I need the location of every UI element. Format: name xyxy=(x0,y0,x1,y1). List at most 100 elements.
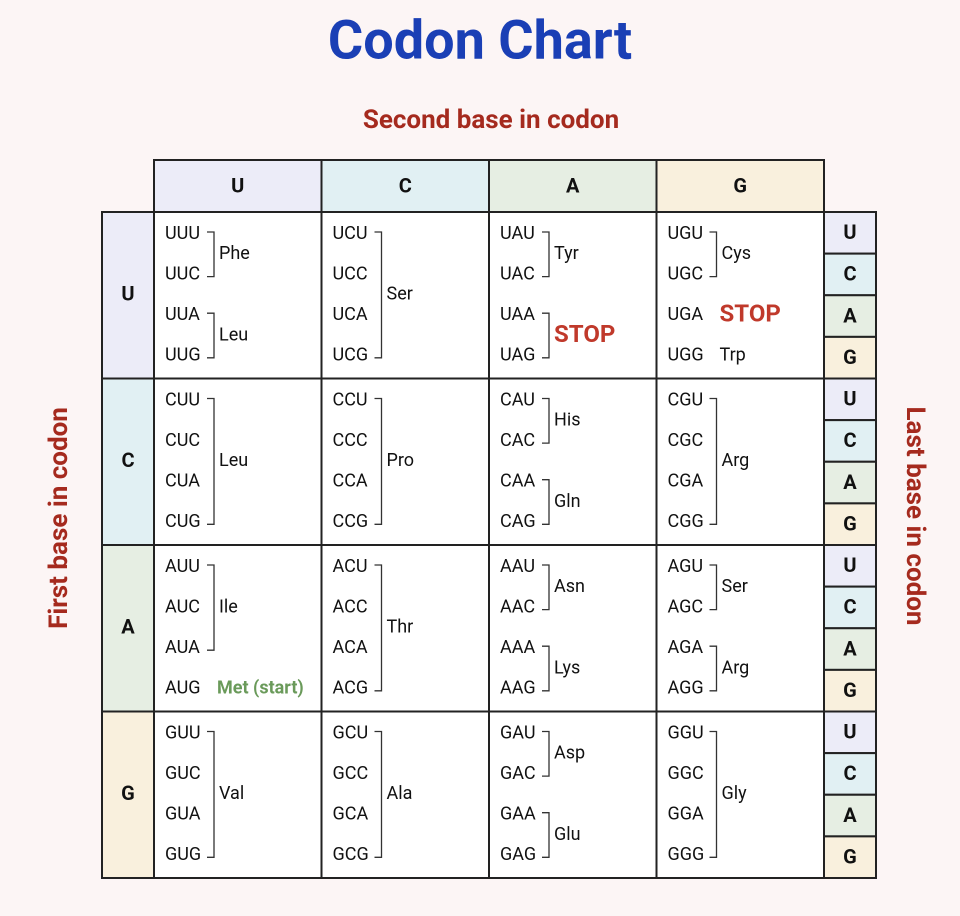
codon-cell xyxy=(320,377,490,546)
amino-acid: STOP xyxy=(554,320,615,348)
amino-acid: Pro xyxy=(387,450,415,471)
amino-acid: STOP xyxy=(720,300,781,328)
codon: UCC xyxy=(333,263,368,284)
third-base-cell xyxy=(823,544,877,588)
third-base: G xyxy=(843,345,857,369)
third-base: G xyxy=(843,844,857,868)
codon: ACU xyxy=(333,556,368,577)
codon: GCG xyxy=(333,844,369,865)
codon: UAG xyxy=(500,345,535,366)
amino-acid: Phe xyxy=(219,243,250,264)
codon: AUU xyxy=(165,556,200,577)
bracket xyxy=(207,730,215,858)
codon-cell xyxy=(488,710,658,879)
codon: GUC xyxy=(165,763,201,784)
amino-acid: Thr xyxy=(387,617,414,638)
column-header xyxy=(655,159,825,213)
bracket xyxy=(207,564,215,651)
column-header xyxy=(153,159,323,213)
bracket xyxy=(709,645,718,692)
amino-acid: Leu xyxy=(219,324,248,345)
codon: CAU xyxy=(500,389,535,410)
third-base: U xyxy=(843,720,856,744)
row-base: A xyxy=(121,615,135,639)
codon-cell xyxy=(320,544,490,713)
codon: AAA xyxy=(500,637,535,658)
bracket xyxy=(374,231,383,359)
codon: UGU xyxy=(668,223,704,244)
codon: GGG xyxy=(668,844,705,865)
codon: CGC xyxy=(668,430,704,451)
codon: UAU xyxy=(500,223,535,244)
third-base: U xyxy=(843,220,856,244)
codon: AUA xyxy=(165,637,200,658)
amino-acid: Leu xyxy=(219,450,248,471)
codon: UUC xyxy=(165,263,200,284)
amino-acid: Arg xyxy=(722,657,750,678)
row-header xyxy=(101,544,155,713)
codon: CUU xyxy=(165,389,200,410)
codon: UCG xyxy=(333,345,369,366)
codon-cell xyxy=(320,211,490,380)
codon: AUG xyxy=(165,678,201,699)
bracket xyxy=(709,564,718,611)
row-base: U xyxy=(121,282,134,306)
amino-acid: Gln xyxy=(554,491,581,512)
third-base: A xyxy=(843,636,857,660)
row-base: C xyxy=(121,448,134,472)
codon: CAC xyxy=(500,430,535,451)
third-base: C xyxy=(843,761,856,785)
bracket xyxy=(542,231,550,278)
column-base: G xyxy=(733,173,747,197)
codon: UUG xyxy=(165,345,201,366)
amino-acid: Asn xyxy=(554,576,585,597)
codon: ACC xyxy=(333,596,368,617)
codon: CGU xyxy=(668,389,704,410)
codon: AGU xyxy=(668,556,704,577)
codon: GGU xyxy=(668,722,704,743)
codon: UUA xyxy=(165,304,200,325)
codon: AGG xyxy=(668,678,704,699)
bracket xyxy=(374,397,383,525)
third-base: G xyxy=(843,678,857,702)
amino-acid: Ser xyxy=(722,576,748,597)
codon: GCA xyxy=(333,803,369,824)
codon: GAU xyxy=(500,722,536,743)
codon: GUG xyxy=(165,844,201,865)
codon-cell xyxy=(488,377,658,546)
codon: UGG xyxy=(668,345,704,366)
codon: GGC xyxy=(668,763,704,784)
bracket xyxy=(542,312,550,359)
first-base-label: First base in codon xyxy=(44,407,74,629)
codon-cell xyxy=(153,211,323,380)
bracket xyxy=(709,397,718,525)
column-base: C xyxy=(399,173,412,197)
column-header xyxy=(320,159,490,213)
third-base: U xyxy=(843,553,856,577)
codon-cell xyxy=(488,211,658,380)
column-base: A xyxy=(566,173,580,197)
amino-acid: Asp xyxy=(554,743,585,764)
bracket xyxy=(207,312,215,359)
amino-acid: Ile xyxy=(219,596,238,617)
codon: AAG xyxy=(500,678,536,699)
last-base-label: Last base in codon xyxy=(900,406,930,625)
bracket xyxy=(709,730,718,858)
codon: AAU xyxy=(500,556,535,577)
third-base-cell xyxy=(823,460,877,505)
codon: CCG xyxy=(333,511,369,532)
codon: GGA xyxy=(668,803,705,824)
amino-acid: Val xyxy=(219,783,244,804)
codon: UGC xyxy=(668,263,704,284)
third-base: A xyxy=(843,803,857,827)
codon: CCU xyxy=(333,389,368,410)
bracket xyxy=(542,812,550,858)
codon: CAA xyxy=(500,470,535,491)
bracket xyxy=(374,730,383,858)
third-base: A xyxy=(843,470,857,494)
third-base-cell xyxy=(823,419,877,463)
codon: GUU xyxy=(165,722,201,743)
bracket xyxy=(709,231,718,278)
codon-cell xyxy=(655,544,825,713)
